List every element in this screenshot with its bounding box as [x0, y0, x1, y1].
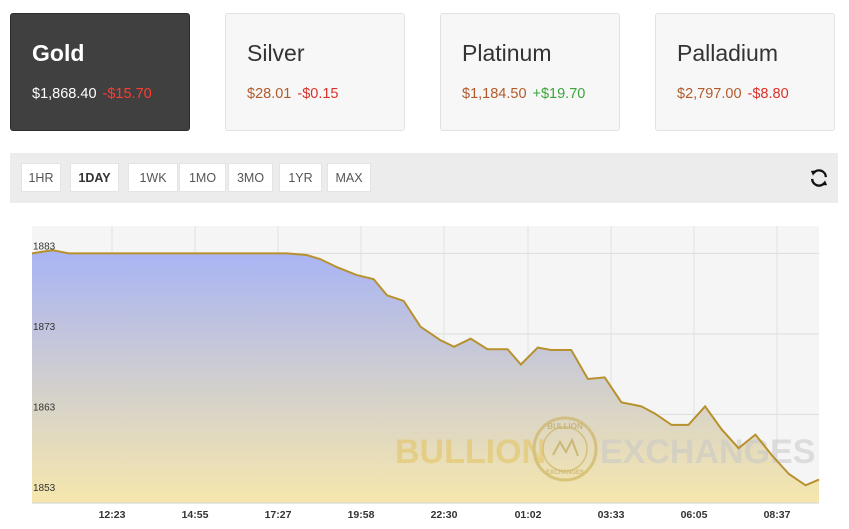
- seal-top-text: BULLION: [547, 422, 583, 431]
- range-toolbar: 1HR 1DAY 1WK 1MO 3MO 1YR MAX: [10, 153, 838, 203]
- metal-change: -$15.70: [102, 86, 152, 102]
- metal-change: -$0.15: [297, 86, 339, 102]
- range-tab-3mo[interactable]: 3MO: [228, 163, 273, 192]
- metal-price: $28.01: [247, 86, 292, 102]
- x-tick-label: 06:05: [681, 509, 708, 521]
- range-tab-max[interactable]: MAX: [327, 163, 371, 192]
- range-tab-1wk[interactable]: 1WK: [128, 163, 178, 192]
- x-tick-label: 08:37: [764, 509, 791, 521]
- y-ticks: 1883 1873 1863 1853: [33, 241, 56, 494]
- price-line: [31, 249, 820, 487]
- metal-price: $2,797.00: [677, 86, 742, 102]
- metal-card-platinum[interactable]: Platinum $1,184.50 +$19.70: [440, 13, 620, 131]
- range-tab-1yr[interactable]: 1YR: [279, 163, 322, 192]
- y-tick-label: 1873: [33, 322, 56, 333]
- x-tick-label: 19:58: [348, 509, 375, 521]
- price-row: $28.01 -$0.15: [247, 86, 338, 102]
- x-tick-label: 22:30: [431, 509, 458, 521]
- metal-card-palladium[interactable]: Palladium $2,797.00 -$8.80: [655, 13, 835, 131]
- seal-bull-icon: [552, 437, 579, 457]
- price-row: $1,184.50 +$19.70: [462, 86, 585, 102]
- range-tab-1mo[interactable]: 1MO: [179, 163, 226, 192]
- x-ticks: 12:23 14:55 17:27 19:58 22:30 01:02 03:33 06:05…: [99, 509, 791, 521]
- range-tab-1day[interactable]: 1DAY: [70, 163, 119, 192]
- seal-outer: [532, 416, 598, 482]
- x-tick-label: 17:27: [265, 509, 292, 521]
- y-tick-label: 1853: [33, 483, 56, 494]
- x-tick-label: 01:02: [515, 509, 542, 521]
- y-tick-label: 1883: [33, 241, 56, 252]
- watermark-right: EXCHANGES: [600, 433, 815, 471]
- metal-price: $1,868.40: [32, 86, 97, 102]
- metal-name: Palladium: [677, 40, 778, 66]
- refresh-icon[interactable]: [808, 167, 830, 189]
- y-tick-label: 1863: [33, 402, 56, 413]
- metal-price: $1,184.50: [462, 86, 527, 102]
- x-tick-label: 14:55: [182, 509, 209, 521]
- metal-name: Platinum: [462, 40, 552, 66]
- metal-name: Silver: [247, 40, 305, 66]
- metal-card-silver[interactable]: Silver $28.01 -$0.15: [225, 13, 405, 131]
- price-row: $2,797.00 -$8.80: [677, 86, 789, 102]
- seal-inner: [542, 426, 588, 472]
- metal-change: -$8.80: [747, 86, 789, 102]
- price-area: [32, 250, 819, 503]
- price-row: $1,868.40 -$15.70: [32, 86, 152, 102]
- price-chart: BULLION BULLION EXCHANGES EXCHANGES 1883…: [31, 226, 820, 521]
- watermark-left: BULLION: [395, 433, 546, 471]
- seal-bottom-text: EXCHANGES: [546, 470, 584, 476]
- x-tick-label: 03:33: [598, 509, 625, 521]
- metal-card-gold[interactable]: Gold $1,868.40 -$15.70: [10, 13, 190, 131]
- x-tick-label: 12:23: [99, 509, 126, 521]
- metal-name: Gold: [32, 40, 85, 66]
- range-tab-1hr[interactable]: 1HR: [21, 163, 61, 192]
- metal-change: +$19.70: [532, 86, 586, 102]
